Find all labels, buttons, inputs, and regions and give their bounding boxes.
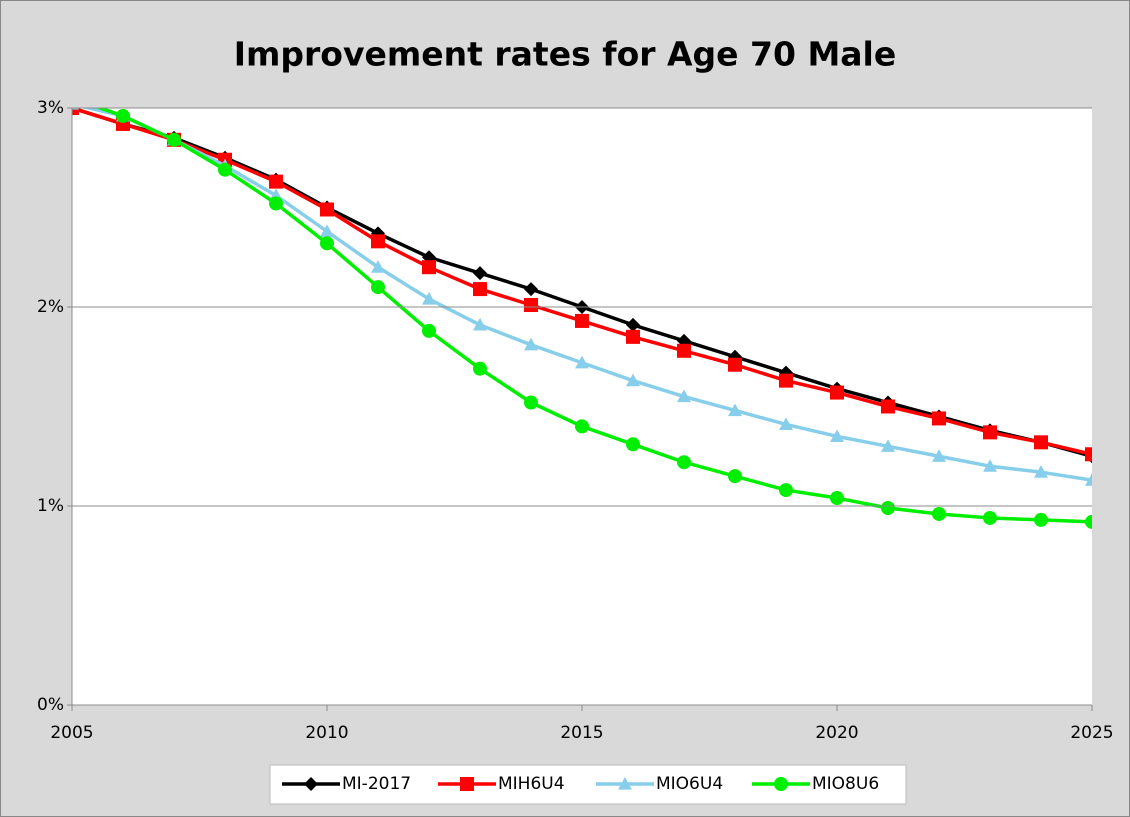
data-point [269,174,283,189]
data-point [881,439,895,452]
legend-label: MIO8U6 [812,774,879,794]
data-point [728,357,742,372]
data-point [728,469,742,484]
chart-title: Improvement rates for Age 70 Male [234,35,897,74]
data-point [626,437,640,452]
data-point [1034,465,1048,478]
data-point [575,419,589,434]
legend-label: MIO6U4 [656,774,723,794]
data-point [779,373,793,388]
x-tick-label: 2020 [815,723,858,743]
data-point [524,337,538,351]
data-point [1034,512,1048,527]
data-point [779,417,793,431]
data-point [1034,435,1048,450]
data-point [524,298,538,313]
data-point [881,399,895,414]
data-point [524,395,538,410]
data-point [677,343,691,358]
legend-marker [304,777,318,791]
data-point [422,260,436,275]
data-point [72,108,79,115]
plot-area [72,108,1092,705]
data-point [1085,514,1092,529]
data-point [473,282,487,297]
data-point [524,282,538,297]
data-point [728,403,742,417]
legend-label: MI-2017 [342,774,411,794]
legend-marker [774,777,788,791]
data-point [320,202,334,217]
data-point [983,425,997,440]
data-point [881,500,895,515]
x-tick-label: 2005 [50,723,93,743]
data-point [371,280,385,295]
legend-marker [618,777,632,790]
data-point [167,132,181,147]
plot [72,108,1092,529]
legend-marker [460,777,474,791]
data-point [677,455,691,470]
y-tick-label: 2% [37,297,64,317]
y-tick-label: 0% [37,695,64,715]
data-point [626,317,640,332]
data-point [932,411,946,426]
data-point [983,510,997,525]
data-point [626,329,640,344]
data-point [830,429,844,442]
data-point [779,483,793,498]
data-point [422,292,436,305]
x-tick-label: 2010 [305,723,348,743]
data-point [932,449,946,462]
x-tick-label: 2025 [1070,723,1113,743]
data-point [932,506,946,521]
data-point [473,361,487,376]
data-point [473,317,487,331]
x-tick-label: 2015 [560,723,603,743]
data-point [626,373,640,387]
data-point [371,234,385,249]
data-point [575,355,589,369]
data-point [116,108,130,123]
data-point [1085,447,1092,462]
data-point [677,389,691,403]
data-point [830,491,844,506]
y-tick-label: 3% [37,98,64,118]
data-point [575,313,589,328]
data-point [422,323,436,338]
data-point [320,236,334,251]
data-point [269,196,283,211]
data-point [830,385,844,400]
y-tick-label: 1% [37,496,64,516]
legend-label: MIH6U4 [498,774,565,794]
data-point [371,260,385,273]
data-point [983,459,997,472]
data-point [1085,473,1092,486]
data-point [473,266,487,281]
data-point [218,162,232,177]
data-point [320,224,334,237]
